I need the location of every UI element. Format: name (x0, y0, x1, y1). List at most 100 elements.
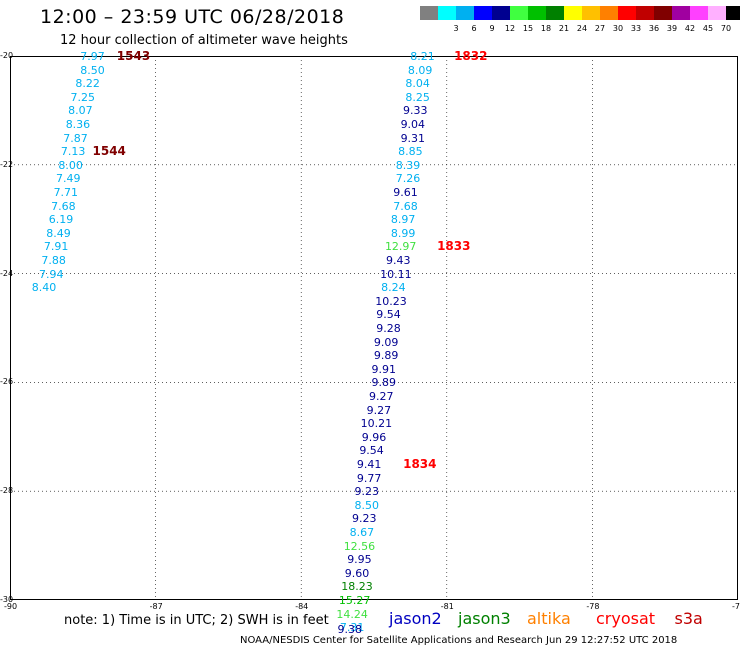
scale-label: 30 (612, 24, 624, 33)
scale-label: 12 (504, 24, 516, 33)
wave-height-value: 7.88 (41, 254, 66, 267)
pass-time-label: 1833 (437, 239, 471, 254)
wave-height-value: 9.89 (371, 376, 396, 390)
wave-height-value: 9.04 (400, 118, 426, 131)
lat-tick-label: -22 (0, 159, 14, 169)
wave-height-value: 9.33 (403, 104, 428, 118)
wave-height-value: 9.61 (393, 186, 418, 199)
wave-height-value: 7.94 (39, 267, 64, 281)
scale-label: 42 (684, 24, 696, 33)
map-plot-area: -90 -87 -84 -81 -78 -75 -20 -22 -24 -26 -28 -30 7.97… (0, 50, 740, 635)
scale-label: 27 (594, 24, 606, 33)
lon-tick-label: -78 (586, 602, 600, 611)
scale-label: 18 (540, 24, 552, 33)
satellite-legend-cryosat: cryosat (596, 609, 656, 628)
wave-height-value: 18.23 (341, 580, 373, 594)
wave-height-value: 10.23 (375, 294, 407, 308)
wave-height-value: 8.07 (68, 104, 93, 118)
wave-height-value: 7.25 (70, 90, 96, 104)
wave-height-value: 8.21 (410, 50, 435, 63)
wave-height-value: 9.96 (361, 430, 387, 444)
satellite-legend-jason2: jason2 (389, 609, 442, 628)
wave-height-value: 8.67 (349, 526, 375, 539)
wave-height-value: 9.27 (369, 390, 394, 403)
lon-tick-label: -81 (440, 602, 454, 611)
scale-label: 45 (702, 24, 714, 33)
wave-height-value: 9.77 (356, 471, 382, 485)
pass-time-label: 1834 (403, 457, 437, 471)
wave-height-value: 12.56 (343, 539, 376, 553)
wave-height-value: 12.97 (384, 240, 417, 254)
scale-unit: (ft) (734, 24, 740, 33)
wave-height-value: 8.24 (381, 281, 406, 295)
satellite-legend-s3a: s3a (674, 609, 703, 628)
wave-height-value: 8.09 (407, 63, 433, 77)
scale-label: 6 (471, 24, 477, 33)
wave-height-value: 8.50 (354, 498, 379, 512)
wave-height-value: 9.43 (386, 254, 411, 267)
wave-height-value: 9.54 (359, 444, 384, 458)
lat-tick-label: -26 (0, 377, 14, 387)
map-border (10, 56, 738, 600)
scale-swatch (474, 6, 492, 20)
scale-label: 15 (522, 24, 534, 33)
scale-swatch (564, 6, 582, 20)
lat-tick-label: -24 (0, 268, 14, 278)
scale-swatch (690, 6, 708, 20)
pass-time-label: 1832 (454, 49, 488, 63)
wave-height-value: 7.68 (51, 199, 76, 213)
scale-swatch (672, 6, 690, 20)
lat-tick-label: -30 (0, 595, 14, 604)
scale-swatch (438, 6, 456, 20)
scale-label: 33 (630, 24, 642, 33)
wave-height-value: 7.91 (43, 240, 69, 254)
wave-height-value: 10.21 (360, 417, 393, 431)
satellite-legend-altika: altika (527, 609, 571, 628)
wave-height-value: 9.38 (337, 623, 362, 636)
scale-swatch (456, 6, 474, 20)
wave-height-value: 8.99 (390, 226, 416, 240)
scale-label: 39 (666, 24, 678, 33)
scale-swatch (420, 6, 438, 20)
wave-height-value: 10.11 (380, 267, 412, 281)
wave-height-value: 9.95 (347, 553, 372, 567)
scale-swatch (636, 6, 654, 20)
wave-height-value: 9.31 (400, 131, 426, 145)
scale-label: 3 (453, 24, 459, 33)
scale-label: 24 (576, 24, 588, 33)
wave-height-value: 8.85 (398, 145, 423, 159)
wave-height-value: 9.27 (366, 403, 392, 417)
wave-height-value: 9.54 (376, 308, 401, 322)
map-title: 12:00 – 23:59 UTC 06/28/2018 (40, 6, 345, 28)
scale-swatch (654, 6, 672, 20)
scale-label: 36 (648, 24, 660, 33)
wave-height-value: 7.87 (63, 131, 88, 145)
wave-height-value: 8.04 (405, 77, 430, 91)
pass-time-label: 1543 (116, 49, 151, 63)
scale-swatch (618, 6, 636, 20)
lon-tick-label: -87 (149, 602, 163, 611)
scale-swatch (510, 6, 528, 20)
wave-height-value: 9.28 (376, 322, 401, 335)
wave-height-value: 9.91 (371, 362, 396, 376)
scale-swatch (600, 6, 618, 20)
wave-height-value: 9.89 (373, 349, 399, 363)
wave-height-value: 7.97 (80, 50, 105, 63)
lat-tick-label: -20 (0, 51, 14, 60)
footer-note: note: 1) Time is in UTC; 2) SWH is in fe… (64, 613, 329, 628)
wave-height-value: 15.27 (338, 594, 371, 607)
wave-height-value: 8.50 (80, 63, 105, 77)
wave-height-value: 7.26 (395, 172, 421, 186)
wave-height-value: 9.41 (356, 458, 382, 471)
wave-height-value: 8.39 (395, 158, 421, 172)
wave-height-value: 9.09 (373, 335, 399, 349)
map-subtitle: 12 hour collection of altimeter wave hei… (60, 33, 348, 48)
wave-height-value: 8.49 (46, 226, 71, 240)
wave-height-value: 7.31 (339, 621, 365, 635)
wave-height-value: 8.22 (75, 77, 100, 91)
lon-tick-label: -90 (4, 602, 18, 611)
scale-label: 70 (720, 24, 732, 33)
lon-tick-label: -84 (295, 602, 309, 611)
scale-swatch (582, 6, 600, 20)
wave-height-value: 7.68 (393, 199, 418, 213)
